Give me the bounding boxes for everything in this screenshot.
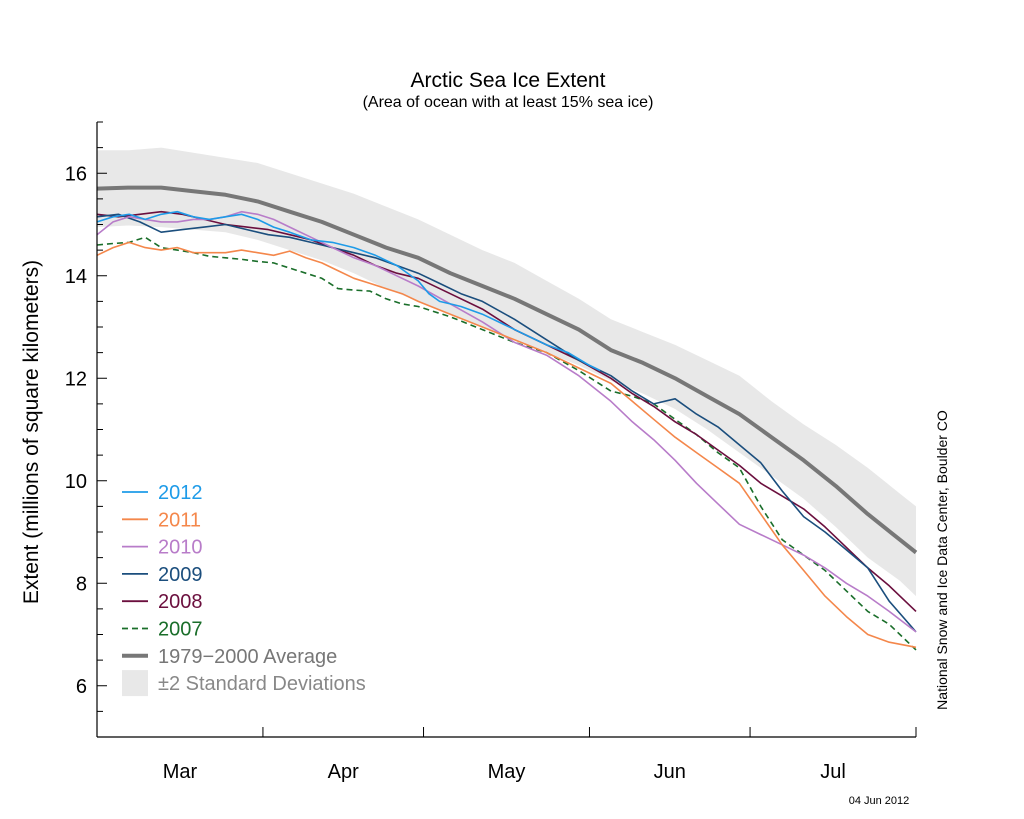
series-layer [96, 210, 917, 651]
series-line-2007 [96, 236, 917, 651]
x-tick-label: May [488, 761, 526, 783]
y-tick-label: 6 [76, 676, 87, 698]
date-stamp: 04 Jun 2012 [849, 795, 910, 807]
legend-label-2012: 2012 [158, 482, 203, 504]
x-tick-label: Jul [820, 761, 846, 783]
legend: 2012 2011 2010 2009 2008 2007 1979−2000 Averag… [122, 482, 366, 697]
average-line [96, 185, 918, 555]
y-tick-label: 14 [65, 266, 87, 288]
legend-label-2009: 2009 [158, 564, 203, 586]
std-band-area [97, 147, 916, 597]
legend-label-2008: 2008 [158, 591, 203, 613]
y-axis-label: Extent (millions of square kilometers) [20, 260, 43, 604]
legend-swatch-std-band [122, 670, 148, 697]
x-tick-label: Mar [163, 761, 198, 783]
y-tick-label: 12 [65, 368, 87, 390]
legend-label-2011: 2011 [158, 509, 201, 531]
axes-layer: 6 8 10 12 14 16 Mar Apr May Jun Jul [65, 121, 917, 783]
series-line-2012 [96, 210, 601, 372]
series-line-2009 [96, 213, 917, 633]
legend-label-average: 1979−2000 Average [158, 646, 337, 668]
chart-title: Arctic Sea Ice Extent [411, 69, 606, 92]
std-band-layer [97, 147, 916, 597]
y-tick-label: 8 [76, 573, 87, 595]
legend-label-std-band: ±2 Standard Deviations [158, 673, 366, 695]
y-tick-label: 16 [65, 163, 87, 185]
x-tick-label: Jun [654, 761, 686, 783]
chart-subtitle: (Area of ocean with at least 15% sea ice… [363, 94, 654, 111]
series-line-2008 [96, 210, 917, 612]
legend-label-2010: 2010 [158, 537, 203, 559]
average-layer [96, 185, 918, 555]
series-line-2011 [96, 241, 917, 649]
legend-label-2007: 2007 [158, 619, 203, 641]
credit-text: National Snow and Ice Data Center, Bould… [934, 410, 950, 710]
y-tick-label: 10 [65, 471, 87, 493]
x-tick-label: Apr [328, 761, 359, 783]
